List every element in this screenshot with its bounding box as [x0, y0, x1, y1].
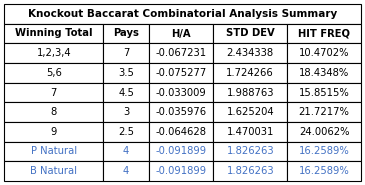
- Bar: [149, 142, 213, 161]
- Bar: [4, 161, 103, 181]
- Bar: [149, 43, 213, 63]
- Bar: [213, 142, 287, 161]
- Bar: [103, 102, 149, 122]
- Bar: [103, 83, 149, 102]
- Text: Winning Total: Winning Total: [15, 28, 92, 38]
- Text: -0.091899: -0.091899: [155, 147, 207, 157]
- Text: B Natural: B Natural: [30, 166, 77, 176]
- Text: 1.724266: 1.724266: [226, 68, 274, 78]
- Text: -0.035976: -0.035976: [155, 107, 207, 117]
- Text: 3.5: 3.5: [118, 68, 134, 78]
- Text: 9: 9: [50, 127, 57, 137]
- Text: 7: 7: [123, 48, 129, 58]
- Bar: [213, 43, 287, 63]
- Text: -0.091899: -0.091899: [155, 166, 207, 176]
- Bar: [213, 161, 287, 181]
- Bar: [4, 63, 103, 83]
- Text: 16.2589%: 16.2589%: [299, 147, 349, 157]
- Text: H/A: H/A: [171, 28, 191, 38]
- Text: 2.5: 2.5: [118, 127, 134, 137]
- Text: STD DEV: STD DEV: [226, 28, 274, 38]
- Bar: [4, 122, 103, 142]
- Text: 1.988763: 1.988763: [226, 88, 274, 97]
- Text: HIT FREQ: HIT FREQ: [298, 28, 350, 38]
- Bar: [149, 83, 213, 102]
- Bar: [149, 24, 213, 43]
- Text: 15.8515%: 15.8515%: [299, 88, 349, 97]
- Text: 16.2589%: 16.2589%: [299, 166, 349, 176]
- Bar: [213, 122, 287, 142]
- Bar: [287, 161, 361, 181]
- Bar: [213, 83, 287, 102]
- Bar: [103, 63, 149, 83]
- Text: 4: 4: [123, 166, 129, 176]
- Bar: [287, 24, 361, 43]
- Bar: [4, 83, 103, 102]
- Text: 24.0062%: 24.0062%: [299, 127, 349, 137]
- Text: -0.033009: -0.033009: [156, 88, 207, 97]
- Text: 5,6: 5,6: [46, 68, 62, 78]
- Bar: [4, 43, 103, 63]
- Text: 10.4702%: 10.4702%: [299, 48, 349, 58]
- Bar: [213, 63, 287, 83]
- Text: Knockout Baccarat Combinatorial Analysis Summary: Knockout Baccarat Combinatorial Analysis…: [28, 9, 337, 19]
- Text: 21.7217%: 21.7217%: [299, 107, 350, 117]
- Text: P Natural: P Natural: [31, 147, 77, 157]
- Bar: [4, 102, 103, 122]
- Bar: [287, 102, 361, 122]
- Bar: [149, 161, 213, 181]
- Bar: [103, 122, 149, 142]
- Text: 1.826263: 1.826263: [226, 147, 274, 157]
- Bar: [149, 102, 213, 122]
- Text: 1.625204: 1.625204: [226, 107, 274, 117]
- Text: 4.5: 4.5: [118, 88, 134, 97]
- Text: -0.064628: -0.064628: [155, 127, 207, 137]
- Text: 2.434338: 2.434338: [227, 48, 274, 58]
- Bar: [287, 63, 361, 83]
- Bar: [103, 24, 149, 43]
- Text: Pays: Pays: [113, 28, 139, 38]
- Text: -0.075277: -0.075277: [155, 68, 207, 78]
- Bar: [4, 142, 103, 161]
- Text: 7: 7: [50, 88, 57, 97]
- Text: 1.470031: 1.470031: [227, 127, 274, 137]
- Text: -0.067231: -0.067231: [155, 48, 207, 58]
- Text: 3: 3: [123, 107, 129, 117]
- Bar: [4, 24, 103, 43]
- Bar: [103, 161, 149, 181]
- Text: 1.826263: 1.826263: [226, 166, 274, 176]
- Bar: [103, 43, 149, 63]
- Bar: [287, 83, 361, 102]
- Bar: [149, 63, 213, 83]
- Bar: [287, 122, 361, 142]
- Bar: [287, 43, 361, 63]
- Bar: [213, 102, 287, 122]
- Bar: [213, 24, 287, 43]
- Text: 4: 4: [123, 147, 129, 157]
- Bar: [287, 142, 361, 161]
- Text: 1,2,3,4: 1,2,3,4: [36, 48, 71, 58]
- Text: 18.4348%: 18.4348%: [299, 68, 349, 78]
- Bar: [149, 122, 213, 142]
- Bar: [4, 4, 361, 24]
- Text: 8: 8: [51, 107, 57, 117]
- Bar: [103, 142, 149, 161]
